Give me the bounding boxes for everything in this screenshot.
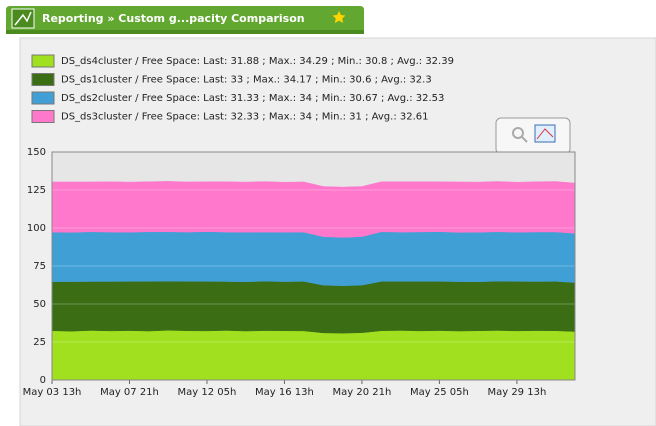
y-tick-label: 100	[27, 223, 46, 234]
tab-underline	[6, 30, 364, 34]
favorite-star[interactable]	[332, 11, 346, 23]
y-tick-label: 150	[27, 147, 46, 158]
tool-box	[495, 117, 571, 155]
y-tick-label: 125	[27, 185, 46, 196]
tab[interactable]	[6, 6, 364, 32]
tab-icon	[11, 8, 35, 29]
plot-border	[51, 151, 576, 381]
graph-icon[interactable]	[534, 124, 556, 143]
area	[51, 280, 576, 334]
tab-icon-line	[14, 11, 32, 26]
tab-title: Reporting » Custom g...pacity Comparison	[42, 12, 305, 25]
legend-swatch	[31, 73, 55, 86]
legend-label: DS_ds4cluster / Free Space: Last: 31.88 …	[61, 56, 454, 67]
zoom-icon[interactable]	[512, 127, 524, 139]
legend-swatch	[31, 91, 55, 105]
zoom-handle	[521, 136, 528, 143]
x-tick-label: May 25 05h	[410, 387, 469, 398]
y-tick-label: 75	[33, 261, 46, 272]
x-tick-label: May 03 13h	[23, 387, 82, 398]
x-tick-label: May 16 13h	[255, 387, 314, 398]
graph-icon-line	[536, 128, 554, 140]
area	[51, 330, 576, 381]
legend-label: DS_ds3cluster / Free Space: Last: 32.33 …	[61, 112, 429, 123]
y-tick-label: 25	[33, 337, 46, 348]
y-tick-label: 50	[33, 299, 46, 310]
area	[51, 231, 576, 287]
x-tick-label: May 07 21h	[100, 387, 159, 398]
legend-label: DS_ds1cluster / Free Space: Last: 33 ; M…	[61, 75, 432, 86]
legend-swatch	[31, 110, 55, 123]
x-tick-label: May 29 13h	[487, 387, 546, 398]
legend-swatch	[31, 54, 55, 68]
x-tick-label: May 12 05h	[178, 387, 237, 398]
legend-label: DS_ds2cluster / Free Space: Last: 31.33 …	[61, 93, 444, 104]
y-tick-label: 0	[40, 375, 46, 386]
x-tick-label: May 20 21h	[333, 387, 392, 398]
